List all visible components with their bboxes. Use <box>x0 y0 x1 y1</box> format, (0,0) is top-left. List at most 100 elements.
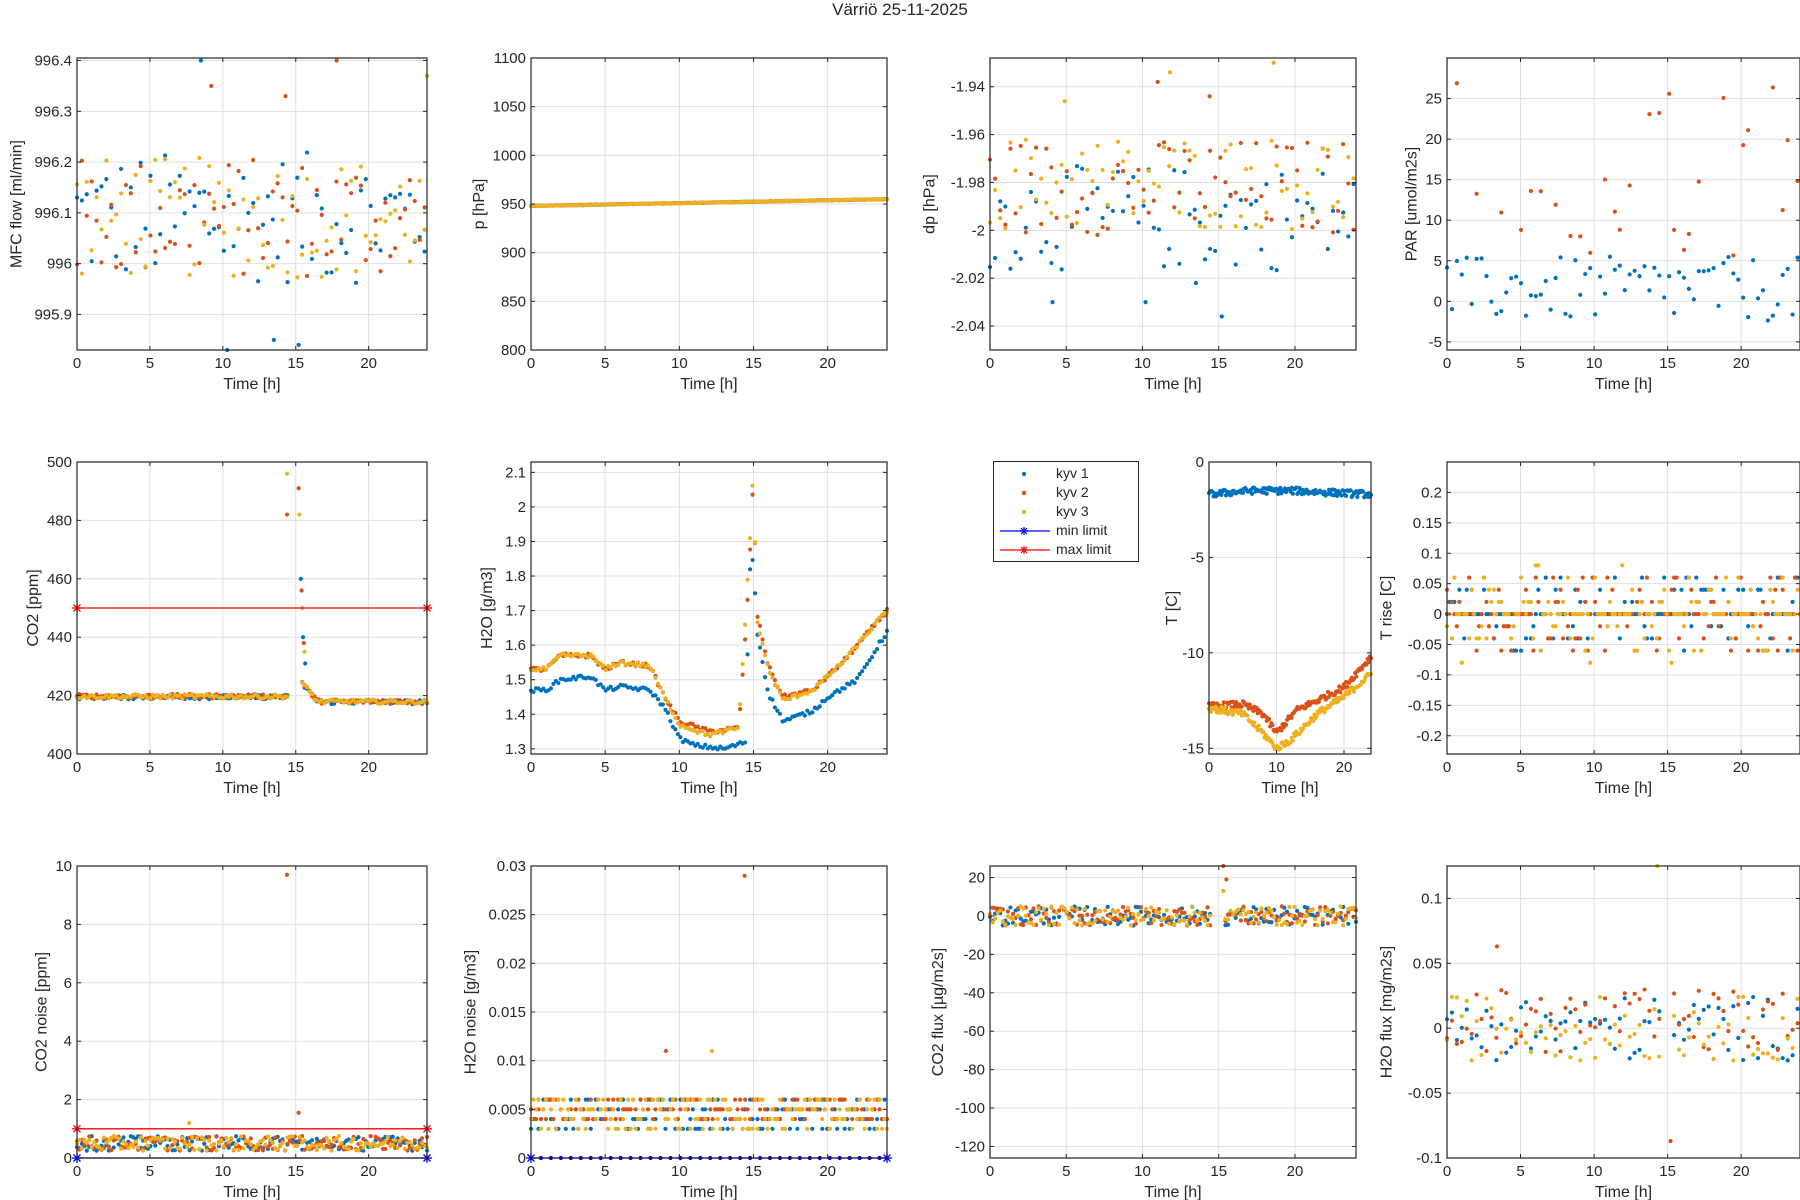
x-tick-label: 0 <box>73 355 81 372</box>
data-point <box>412 198 417 204</box>
data-point <box>1578 292 1583 297</box>
data-point <box>1338 904 1343 909</box>
data-point <box>1264 910 1269 915</box>
data-point <box>265 265 271 270</box>
data-point <box>182 192 187 197</box>
data-point <box>1251 914 1256 919</box>
data-point <box>1726 1047 1731 1053</box>
data-point <box>324 238 329 243</box>
data-point <box>1278 746 1283 751</box>
data-points <box>1206 485 1374 752</box>
x-tick-label: 5 <box>1516 355 1524 372</box>
data-point <box>1511 624 1516 629</box>
data-point <box>720 1107 725 1112</box>
data-point <box>1141 203 1146 208</box>
data-point <box>1573 636 1578 641</box>
data-point <box>302 649 307 654</box>
data-point <box>1538 648 1543 653</box>
data-point <box>1223 148 1228 153</box>
data-point <box>1760 599 1766 605</box>
data-point <box>1325 154 1330 159</box>
data-point <box>1141 198 1146 204</box>
data-point <box>1028 189 1034 195</box>
data-point <box>1548 1018 1553 1024</box>
data-point <box>1330 208 1336 213</box>
data-point <box>625 1097 631 1102</box>
legend-item-kyv3: kyv 3 <box>994 502 1138 521</box>
data-point <box>1049 165 1054 170</box>
data-point <box>563 1126 568 1131</box>
data-point <box>1583 599 1588 605</box>
data-point <box>420 1136 425 1141</box>
data-point <box>1278 485 1283 490</box>
data-point <box>1459 272 1464 277</box>
data-point <box>1044 911 1049 917</box>
y-tick-label: 0.05 <box>1413 576 1442 593</box>
data-point <box>1701 1007 1706 1012</box>
data-point <box>660 702 666 707</box>
y-tick-label: 1.5 <box>505 672 526 689</box>
data-point <box>1228 142 1233 147</box>
data-point <box>1583 271 1588 277</box>
data-point <box>740 672 745 677</box>
data-point <box>300 165 305 171</box>
data-point <box>378 1137 383 1143</box>
data-point <box>1003 226 1008 231</box>
data-point <box>558 1107 563 1112</box>
data-point <box>148 233 153 238</box>
data-point <box>850 1116 855 1122</box>
data-point <box>109 218 114 223</box>
data-point <box>187 189 192 194</box>
data-point <box>353 175 359 180</box>
data-point <box>678 1126 683 1131</box>
data-point <box>329 225 334 230</box>
data-point <box>1454 1037 1459 1043</box>
data-point <box>1790 312 1795 317</box>
data-point <box>1120 905 1126 910</box>
data-point <box>872 621 877 627</box>
data-point <box>837 1107 842 1112</box>
data-point <box>1033 145 1039 150</box>
data-point <box>1195 922 1200 927</box>
data-point <box>94 188 99 193</box>
data-point <box>238 1134 244 1139</box>
data-point <box>1248 186 1254 192</box>
data-point <box>1780 1016 1785 1021</box>
data-point <box>1274 268 1279 273</box>
x-tick-label: 20 <box>819 355 836 372</box>
data-point <box>1459 1039 1464 1044</box>
data-point <box>740 1126 745 1131</box>
data-point <box>303 661 308 666</box>
data-point <box>1335 229 1341 234</box>
data-point <box>89 179 94 184</box>
data-point <box>1346 181 1351 186</box>
data-point <box>153 260 158 266</box>
data-point <box>104 177 109 182</box>
data-point <box>99 1146 104 1151</box>
data-point <box>668 1107 673 1112</box>
data-point <box>805 1107 810 1112</box>
data-point <box>802 1116 807 1122</box>
data-point <box>1484 1008 1489 1013</box>
data-point <box>1138 905 1144 910</box>
data-point <box>361 1148 366 1153</box>
data-point <box>1746 128 1751 133</box>
data-point <box>675 732 680 737</box>
data-point <box>1289 145 1295 151</box>
data-point <box>422 249 427 254</box>
data-point <box>1264 216 1269 221</box>
data-point <box>248 1142 253 1147</box>
data-point <box>167 1146 173 1151</box>
data-point <box>1494 1026 1499 1031</box>
data-point <box>236 226 241 231</box>
data-point <box>757 631 763 636</box>
data-point <box>869 1107 875 1112</box>
data-point <box>314 193 319 198</box>
data-point <box>101 695 107 700</box>
data-point <box>1008 146 1013 151</box>
data-point <box>1452 575 1457 580</box>
data-point <box>331 701 337 706</box>
data-point <box>1496 587 1501 592</box>
y-tick-label: -15 <box>1182 740 1204 757</box>
data-point <box>1062 98 1067 104</box>
